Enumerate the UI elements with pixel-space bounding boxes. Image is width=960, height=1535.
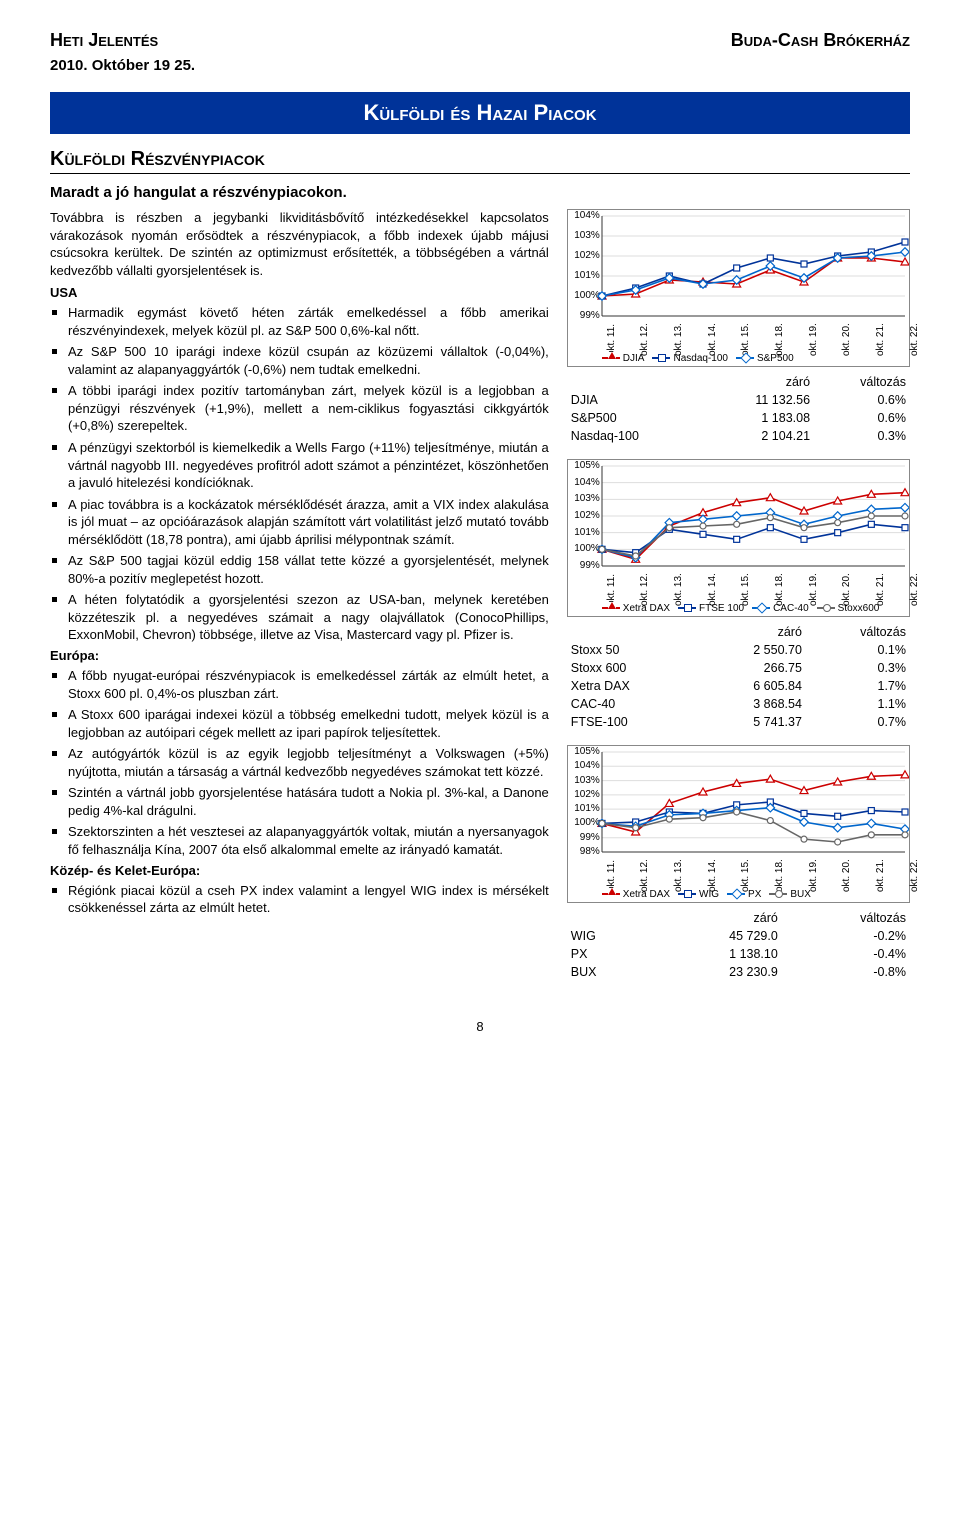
sidebar: 104%103%102%101%100%99%okt. 11.okt. 12.o… (567, 209, 910, 995)
list-item: Harmadik egymást követő héten zárták eme… (68, 304, 549, 339)
list-item: Az autógyártók közül is az egyik legjobb… (68, 745, 549, 780)
page-banner: Külföldi és Hazai Piacok (50, 92, 910, 134)
region-europa-label: Európa: (50, 648, 549, 663)
list-item: A pénzügyi szektorból is kiemelkedik a W… (68, 439, 549, 492)
europa-bullets: A főbb nyugat-európai részvénypiacok is … (50, 667, 549, 858)
table-row: S&P5001 183.080.6% (567, 409, 910, 427)
table-cee-indices: záróváltozásWIG45 729.0-0.2%PX1 138.10-0… (567, 909, 910, 981)
table-row: BUX23 230.9-0.8% (567, 963, 910, 981)
table-row: Xetra DAX6 605.841.7% (567, 677, 910, 695)
table-row: Nasdaq-1002 104.210.3% (567, 427, 910, 445)
list-item: A Stoxx 600 iparágai indexei közül a töb… (68, 706, 549, 741)
list-item: A többi iparági index pozitív tartományb… (68, 382, 549, 435)
table-row: DJIA11 132.560.6% (567, 391, 910, 409)
report-title: Heti Jelentés (50, 30, 158, 51)
table-row: FTSE-1005 741.370.7% (567, 713, 910, 731)
date-range: 2010. Október 19 25. (50, 57, 910, 74)
section-title: Külföldi Részvénypiacok (50, 148, 910, 174)
broker-name: Buda-Cash Brókerház (731, 30, 910, 51)
list-item: Az S&P 500 10 iparági indexe közül csupá… (68, 343, 549, 378)
table-row: WIG45 729.0-0.2% (567, 927, 910, 945)
chart-cee-indices: 105%104%103%102%101%100%99%98%okt. 11.ok… (567, 745, 910, 903)
chart-us-indices: 104%103%102%101%100%99%okt. 11.okt. 12.o… (567, 209, 910, 367)
section-subtitle: Maradt a jó hangulat a részvénypiacokon. (50, 184, 910, 201)
list-item: Az S&P 500 tagjai közül eddig 158 vállat… (68, 552, 549, 587)
list-item: A főbb nyugat-európai részvénypiacok is … (68, 667, 549, 702)
table-row: Stoxx 502 550.700.1% (567, 641, 910, 659)
list-item: Szektorszinten a hét vesztesei az alapan… (68, 823, 549, 858)
table-row: Stoxx 600266.750.3% (567, 659, 910, 677)
table-row: PX1 138.10-0.4% (567, 945, 910, 963)
chart-eu-indices: 105%104%103%102%101%100%99%okt. 11.okt. … (567, 459, 910, 617)
page-number: 8 (50, 1019, 910, 1034)
intro-paragraph: Továbbra is részben a jegybanki likvidit… (50, 209, 549, 279)
list-item: A héten folytatódik a gyorsjelentési sze… (68, 591, 549, 644)
usa-bullets: Harmadik egymást követő héten zárták eme… (50, 304, 549, 644)
region-usa-label: USA (50, 285, 549, 300)
list-item: Szintén a vártnál jobb gyorsjelentése ha… (68, 784, 549, 819)
article-body: Továbbra is részben a jegybanki likvidit… (50, 209, 549, 995)
table-us-indices: záróváltozásDJIA11 132.560.6%S&P5001 183… (567, 373, 910, 445)
table-eu-indices: záróváltozásStoxx 502 550.700.1%Stoxx 60… (567, 623, 910, 731)
list-item: A piac továbbra is a kockázatok mérséklő… (68, 496, 549, 549)
cee-bullets: Régiónk piacai közül a cseh PX index val… (50, 882, 549, 917)
table-row: CAC-403 868.541.1% (567, 695, 910, 713)
list-item: Régiónk piacai közül a cseh PX index val… (68, 882, 549, 917)
region-cee-label: Közép- és Kelet-Európa: (50, 863, 549, 878)
